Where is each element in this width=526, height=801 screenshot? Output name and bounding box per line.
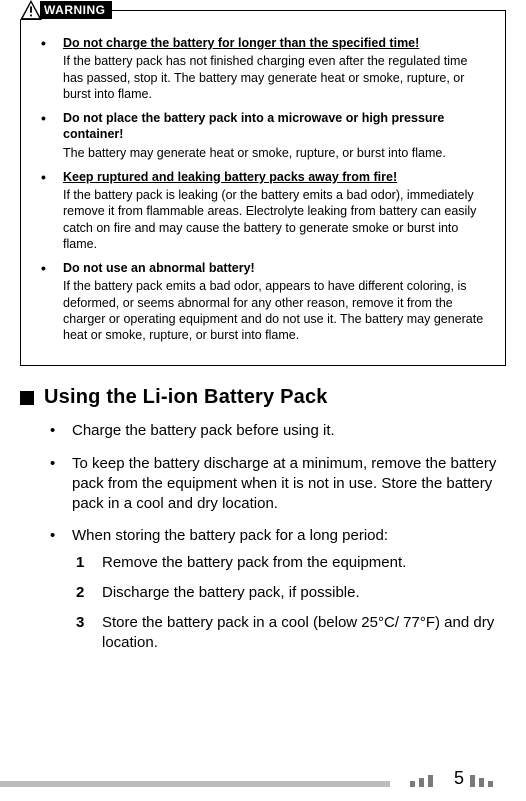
- steps-list: Remove the battery pack from the equipme…: [72, 553, 506, 654]
- warning-heading: Do not charge the battery for longer tha…: [63, 35, 491, 51]
- footer-ticks-right: [470, 775, 493, 787]
- warning-box: WARNING Do not charge the battery for lo…: [20, 10, 506, 366]
- tick-icon: [470, 775, 475, 787]
- usage-text: When storing the battery pack for a long…: [72, 527, 388, 544]
- section-marker-icon: [20, 391, 34, 405]
- warning-label-text: WARNING: [40, 1, 112, 19]
- warning-heading: Keep ruptured and leaking battery packs …: [63, 169, 491, 185]
- warning-item: Do not use an abnormal battery! If the b…: [35, 260, 491, 343]
- footer-bar: [0, 781, 390, 787]
- tick-icon: [410, 781, 415, 787]
- usage-text: Charge the battery pack before using it.: [72, 422, 335, 439]
- warning-list: Do not charge the battery for longer tha…: [35, 35, 491, 343]
- step-text: Store the battery pack in a cool (below …: [102, 614, 494, 651]
- usage-item: When storing the battery pack for a long…: [44, 526, 506, 653]
- step-text: Remove the battery pack from the equipme…: [102, 554, 406, 571]
- tick-icon: [428, 775, 433, 787]
- warning-icon: [20, 0, 42, 20]
- warning-heading: Do not place the battery pack into a mic…: [63, 110, 491, 143]
- usage-list: Charge the battery pack before using it.…: [20, 421, 506, 653]
- warning-heading: Do not use an abnormal battery!: [63, 260, 491, 276]
- warning-label: WARNING: [20, 0, 112, 20]
- warning-item: Do not charge the battery for longer tha…: [35, 35, 491, 102]
- warning-body: If the battery pack has not finished cha…: [63, 53, 491, 102]
- tick-icon: [419, 778, 424, 787]
- step-item: Store the battery pack in a cool (below …: [72, 613, 506, 654]
- page: WARNING Do not charge the battery for lo…: [0, 0, 526, 801]
- warning-item: Do not place the battery pack into a mic…: [35, 110, 491, 161]
- warning-body: If the battery pack is leaking (or the b…: [63, 187, 491, 252]
- usage-text: To keep the battery discharge at a minim…: [72, 455, 496, 513]
- usage-item: To keep the battery discharge at a minim…: [44, 454, 506, 515]
- footer: 5: [0, 773, 526, 787]
- warning-body: The battery may generate heat or smoke, …: [63, 145, 491, 161]
- footer-ticks-left: [410, 775, 433, 787]
- step-text: Discharge the battery pack, if possible.: [102, 584, 360, 601]
- tick-icon: [479, 778, 484, 787]
- section-header: Using the Li-ion Battery Pack: [20, 386, 506, 409]
- warning-body: If the battery pack emits a bad odor, ap…: [63, 278, 491, 343]
- step-item: Remove the battery pack from the equipme…: [72, 553, 506, 573]
- section-title: Using the Li-ion Battery Pack: [44, 386, 328, 409]
- page-number: 5: [454, 768, 464, 789]
- warning-item: Keep ruptured and leaking battery packs …: [35, 169, 491, 252]
- usage-item: Charge the battery pack before using it.: [44, 421, 506, 441]
- tick-icon: [488, 781, 493, 787]
- step-item: Discharge the battery pack, if possible.: [72, 583, 506, 603]
